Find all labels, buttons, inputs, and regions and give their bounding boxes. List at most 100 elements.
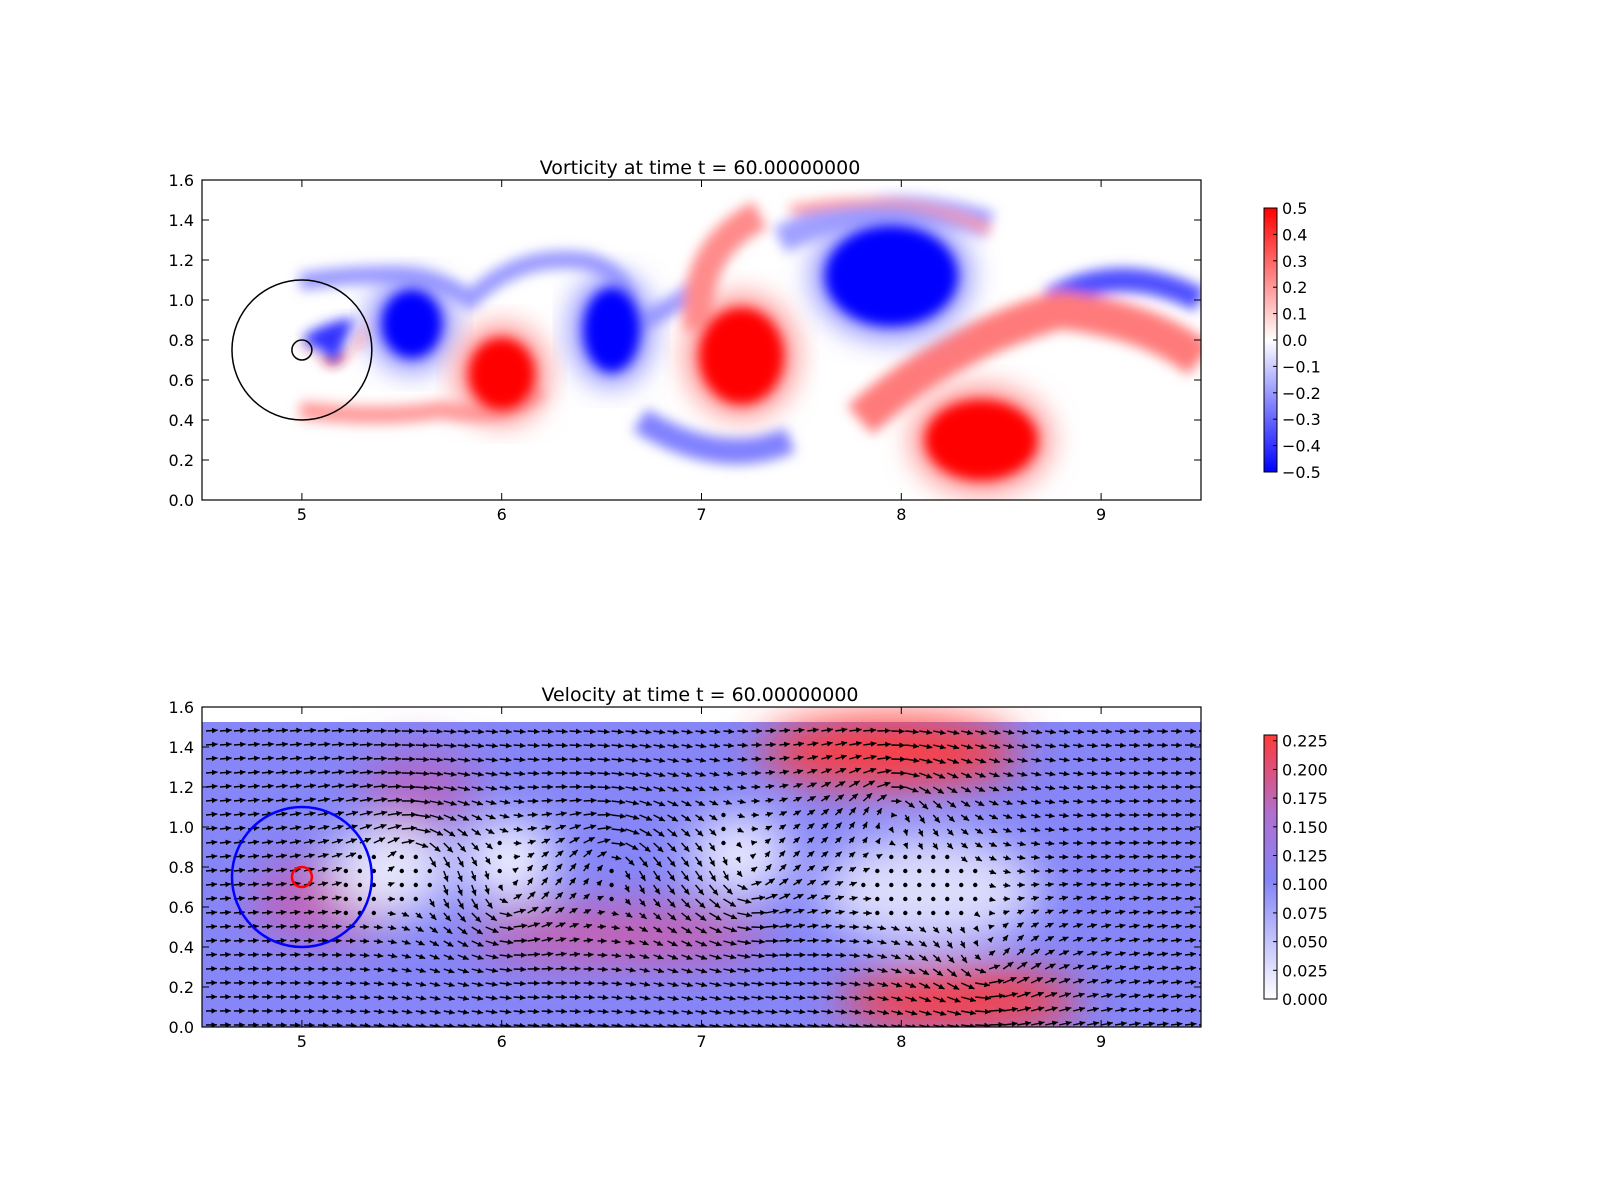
quiver-arrow [653, 981, 665, 988]
quiver-arrow [667, 926, 678, 934]
quiver-arrow [359, 727, 373, 734]
quiver-arrow [555, 906, 565, 914]
quiver-arrow [1114, 979, 1127, 985]
quiver-arrow [499, 967, 513, 973]
quiver-arrow [975, 981, 991, 988]
quiver-arrow [709, 967, 722, 974]
quiver-dot [343, 868, 349, 874]
quiver-arrow [932, 828, 939, 837]
quiver-dot [917, 868, 922, 874]
quiver-arrow [988, 814, 999, 820]
quiver-arrow [806, 850, 815, 858]
quiver-arrow [513, 937, 528, 944]
quiver-arrow [569, 849, 579, 858]
quiver-arrow [1114, 965, 1127, 971]
quiver-arrow [722, 870, 730, 881]
quiver-arrow [555, 1008, 567, 1015]
quiver-arrow [611, 1022, 623, 1027]
quiver-arrow [205, 895, 218, 902]
quiver-arrow [345, 741, 359, 748]
quiver-arrow [737, 898, 752, 904]
quiver-arrow [639, 981, 651, 987]
quiver-arrow [470, 870, 477, 882]
quiver-arrow [1044, 922, 1054, 929]
quiver-arrow [625, 925, 634, 931]
quiver-arrow [289, 783, 302, 789]
quiver-arrow [891, 968, 902, 974]
quiver-arrow [667, 828, 678, 838]
quiver-arrow [625, 814, 640, 820]
quiver-arrow [261, 825, 274, 831]
quiver-arrow [1002, 947, 1011, 956]
quiver-arrow [1044, 977, 1057, 984]
quiver-arrow [974, 968, 987, 974]
quiver-arrow [932, 800, 943, 810]
quiver-arrow [345, 1022, 357, 1027]
quiver-arrow [889, 840, 896, 846]
quiver-arrow [429, 995, 441, 1001]
quiver-arrow [583, 728, 596, 735]
quiver-arrow [499, 827, 509, 833]
quiver-dot [609, 868, 614, 874]
quiver-arrow [499, 939, 514, 945]
quiver-arrow [457, 814, 470, 822]
quiver-arrow [583, 797, 597, 804]
quiver-arrow [415, 742, 429, 749]
quiver-dot [903, 910, 908, 916]
quiver-arrow [1143, 853, 1154, 860]
quiver-arrow [694, 884, 705, 896]
quiver-arrow [989, 1021, 1004, 1027]
quiver-arrow [917, 828, 924, 837]
quiver-arrow [303, 909, 315, 916]
quiver-arrow [275, 951, 287, 958]
quiver-arrow [988, 950, 996, 957]
quiver-arrow [862, 852, 869, 859]
vortex-positive [925, 400, 1038, 480]
quiver-arrow [569, 836, 580, 844]
quiver-arrow [681, 926, 693, 934]
quiver-arrow [835, 966, 847, 973]
quiver-arrow [1184, 1007, 1197, 1014]
y-tick-label: 1.6 [169, 171, 194, 190]
quiver-arrow [625, 1022, 637, 1027]
quiver-arrow [680, 870, 690, 882]
quiver-arrow [429, 898, 436, 908]
quiver-arrow [555, 728, 568, 735]
quiver-arrow [932, 982, 945, 990]
quiver-arrow [387, 865, 395, 872]
quiver-arrow [891, 925, 900, 931]
x-tick-label: 7 [696, 1032, 706, 1051]
quiver-arrow [723, 940, 737, 946]
quiver-arrow [681, 814, 692, 822]
x-tick-label: 5 [297, 505, 307, 524]
quiver-arrow [1170, 993, 1183, 999]
quiver-dot [721, 840, 726, 846]
quiver-arrow [918, 814, 926, 824]
quiver-arrow [303, 839, 316, 845]
quiver-arrow [849, 881, 858, 887]
quiver-arrow [541, 877, 549, 886]
quiver-arrow [960, 968, 972, 978]
quiver-arrow [709, 898, 721, 909]
vortex-negative [583, 288, 640, 372]
colorbar-tick-label: 0.225 [1282, 732, 1328, 751]
quiver-arrow [947, 1010, 962, 1016]
quiver-arrow [904, 925, 914, 932]
colorbar-tick-label: 0.5 [1282, 199, 1307, 218]
quiver-arrow [861, 836, 868, 844]
quiver-arrow [513, 826, 523, 833]
quiver-arrow [541, 965, 554, 972]
quiver-arrow [793, 923, 806, 929]
quiver-arrow [1101, 742, 1112, 749]
quiver-arrow [289, 923, 301, 930]
quiver-arrow [737, 995, 750, 1001]
quiver-arrow [1086, 895, 1097, 902]
quiver-arrow [750, 866, 758, 873]
quiver-arrow [1072, 909, 1083, 915]
quiver-arrow [989, 978, 1004, 985]
quiver-arrow [429, 967, 441, 974]
quiver-arrow [443, 968, 455, 974]
quiver-arrow [1059, 868, 1069, 874]
colorbar-tick-label: −0.3 [1282, 410, 1321, 429]
quiver-arrow [261, 797, 274, 803]
